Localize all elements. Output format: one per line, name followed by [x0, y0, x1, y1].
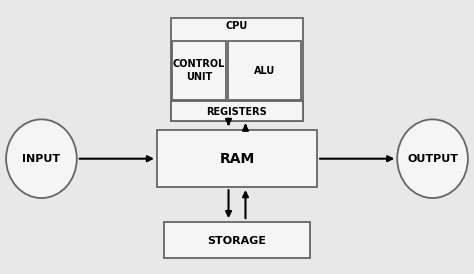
- Bar: [171, 18, 303, 121]
- Bar: [172, 41, 226, 100]
- Ellipse shape: [6, 119, 77, 198]
- Text: STORAGE: STORAGE: [208, 236, 266, 246]
- Ellipse shape: [397, 119, 468, 198]
- Text: CONTROL
UNIT: CONTROL UNIT: [173, 59, 225, 82]
- Text: INPUT: INPUT: [22, 154, 61, 164]
- Bar: [228, 41, 301, 100]
- Bar: [164, 222, 310, 258]
- Bar: [157, 130, 317, 187]
- Text: OUTPUT: OUTPUT: [407, 154, 458, 164]
- Text: RAM: RAM: [219, 152, 255, 166]
- Text: ALU: ALU: [254, 65, 275, 76]
- Text: CPU: CPU: [226, 21, 248, 31]
- Bar: [171, 101, 303, 121]
- Text: REGISTERS: REGISTERS: [207, 107, 267, 116]
